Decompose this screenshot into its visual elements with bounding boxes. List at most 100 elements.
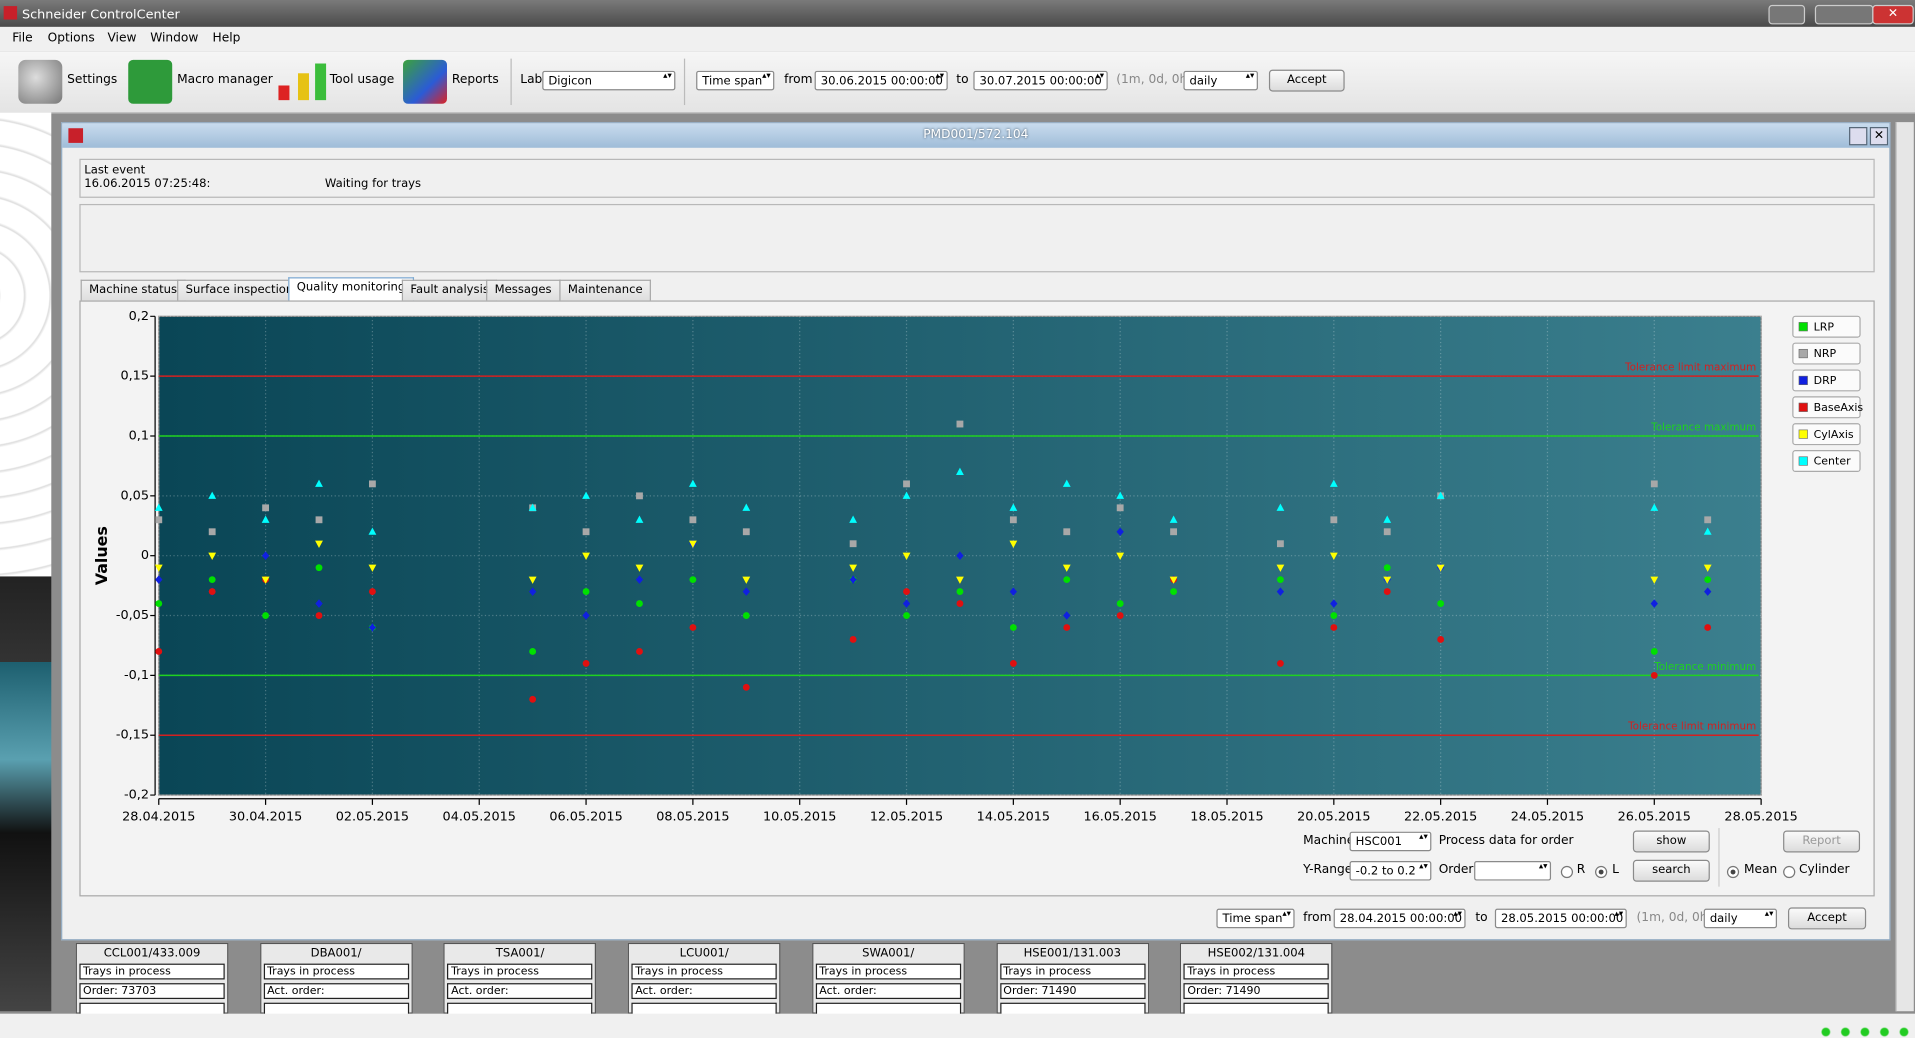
accept-button[interactable]: Accept <box>1788 907 1866 929</box>
close-button[interactable]: ✕ <box>1872 5 1914 25</box>
y-axis-label: Values <box>92 526 111 585</box>
menu-item[interactable]: Window <box>150 31 198 48</box>
tool-icon[interactable] <box>298 73 309 100</box>
radio-r-label: R <box>1577 862 1585 879</box>
separator <box>1718 828 1719 887</box>
data-point <box>1384 588 1391 595</box>
station-name: CCL001/433.009 <box>77 947 227 960</box>
app-icon <box>4 6 17 19</box>
data-point <box>529 696 536 703</box>
lab-combo[interactable]: Digicon <box>542 71 675 91</box>
close-button[interactable]: ✕ <box>1870 127 1888 145</box>
tab[interactable]: Quality monitoring <box>288 277 414 301</box>
status-bar <box>0 1014 1915 1038</box>
macro-icon[interactable] <box>128 60 172 104</box>
data-point <box>529 648 536 655</box>
x-tick-label: 28.05.2015 <box>1724 810 1797 825</box>
reference-line-label: Tolerance limit minimum <box>1627 721 1756 733</box>
tool-icon[interactable] <box>315 64 326 101</box>
chart: Values -0,2-0,15-0,1-0,0500,050,10,150,2… <box>79 300 1874 837</box>
data-point <box>1704 576 1711 583</box>
process-label: Process data for order <box>1439 833 1574 850</box>
toolbar-button[interactable]: Tool usage <box>330 72 394 89</box>
sub-window-title-bar: PMD001/572.104 ✕ <box>62 123 1889 147</box>
to-combo[interactable]: 30.07.2015 00:00:00 <box>973 71 1107 91</box>
x-tick-label: 26.05.2015 <box>1618 810 1691 825</box>
data-point <box>1704 624 1711 631</box>
menu-item[interactable]: Help <box>213 31 241 48</box>
window-title: Schneider ControlCenter <box>22 6 180 23</box>
menu-item[interactable]: Options <box>48 31 95 48</box>
yrange-combo[interactable]: -0.2 to 0.2 <box>1350 861 1432 881</box>
offset-label: (1m, 0d, 0h) <box>1637 910 1713 927</box>
show-button[interactable]: show <box>1633 830 1710 852</box>
data-point <box>316 612 323 619</box>
legend-label: CylAxis <box>1814 428 1854 441</box>
y-tick-label: 0,2 <box>129 309 149 324</box>
menu-item[interactable]: File <box>12 31 32 48</box>
station-order: Act. order: <box>263 983 408 999</box>
legend-swatch <box>1799 457 1808 466</box>
station-order: Act. order: <box>632 983 777 999</box>
restore-button[interactable] <box>1768 5 1805 25</box>
radio-r[interactable] <box>1561 866 1573 878</box>
from-combo[interactable]: 30.06.2015 00:00:00 <box>815 71 948 91</box>
minimize-button[interactable] <box>1849 127 1867 145</box>
settings-icon[interactable] <box>18 60 62 104</box>
timespan-combo[interactable]: Time span <box>696 71 774 91</box>
toolbar-button[interactable]: Macro manager <box>177 72 273 89</box>
machine-combo[interactable]: HSC001 <box>1350 832 1432 852</box>
tool-icon[interactable] <box>278 85 289 100</box>
background-decoration <box>0 576 51 1011</box>
tab[interactable]: Fault analysis <box>402 280 498 301</box>
data-point <box>583 660 590 667</box>
toolbar-button[interactable]: Reports <box>452 72 499 89</box>
legend-label: LRP <box>1814 320 1835 333</box>
scrollbar[interactable] <box>1895 122 1913 1011</box>
search-button[interactable]: search <box>1633 860 1710 882</box>
last-event-box: Last event 16.06.2015 07:25:48: Waiting … <box>79 159 1874 198</box>
period-combo[interactable]: daily <box>1704 909 1777 929</box>
data-point <box>1170 588 1177 595</box>
data-point <box>1010 516 1017 523</box>
tab[interactable]: Maintenance <box>559 280 651 301</box>
y-tick-label: 0,1 <box>129 429 149 444</box>
to-combo[interactable]: 28.05.2015 00:00:00 <box>1495 909 1627 929</box>
accept-button[interactable]: Accept <box>1269 70 1345 92</box>
radio-cylinder[interactable] <box>1783 866 1795 878</box>
tab[interactable]: Messages <box>486 280 560 301</box>
tab[interactable]: Surface inspection <box>177 280 302 301</box>
x-tick-label: 30.04.2015 <box>229 810 302 825</box>
reports-icon[interactable] <box>403 60 447 104</box>
order-combo[interactable] <box>1474 861 1551 881</box>
data-point <box>1437 600 1444 607</box>
data-point <box>155 600 162 607</box>
legend-item: Center <box>1793 451 1860 472</box>
data-point <box>1010 660 1017 667</box>
background-decoration <box>0 112 51 576</box>
radio-l[interactable] <box>1595 866 1607 878</box>
toolbar-button[interactable]: Settings <box>67 72 117 89</box>
menu-item[interactable]: View <box>107 31 136 48</box>
data-point <box>209 576 216 583</box>
report-button[interactable]: Report <box>1783 830 1860 852</box>
x-tick-label: 22.05.2015 <box>1404 810 1477 825</box>
data-point <box>636 600 643 607</box>
radio-cylinder-label: Cylinder <box>1799 862 1850 879</box>
window-buttons[interactable] <box>1815 5 1874 25</box>
from-combo[interactable]: 28.04.2015 00:00:00 <box>1334 909 1466 929</box>
timespan-combo[interactable]: Time span <box>1216 909 1294 929</box>
data-point <box>262 504 269 511</box>
radio-mean[interactable] <box>1727 866 1739 878</box>
from-label: from <box>784 72 812 89</box>
period-combo[interactable]: daily <box>1183 71 1257 91</box>
tab[interactable]: Machine status <box>81 280 186 301</box>
legend-item: DRP <box>1793 370 1860 391</box>
